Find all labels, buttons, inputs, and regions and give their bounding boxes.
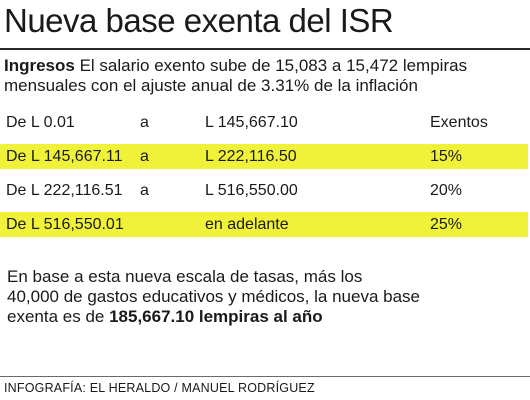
summary-total: 185,667.10 lempiras al año <box>109 307 323 326</box>
bracket-to: en adelante <box>205 216 289 233</box>
summary-line-3-prefix: exenta es de <box>7 307 110 326</box>
bracket-to: L 222,116.50 <box>205 148 297 165</box>
credit-divider <box>0 376 530 377</box>
summary-line-3: exenta es de 185,667.10 lempiras al año <box>7 307 507 327</box>
bracket-from: De L 222,116.51 <box>6 182 123 199</box>
bracket-to: L 516,550.00 <box>205 182 298 199</box>
table-row: De L 516,550.01 en adelante 25% <box>0 212 528 237</box>
title-divider <box>0 48 530 50</box>
table-row: De L 222,116.51 a L 516,550.00 20% <box>0 178 528 203</box>
bracket-from: De L 145,667.11 <box>6 148 123 165</box>
bracket-to: L 145,667.10 <box>205 114 298 131</box>
intro-lead: Ingresos <box>4 56 75 75</box>
summary-line-1: En base a esta nueva escala de tasas, má… <box>7 267 363 286</box>
intro-text: El salario exento sube de 15,083 a 15,47… <box>4 56 468 95</box>
bracket-rate: 15% <box>430 148 463 165</box>
page-title: Nueva base exenta del ISR <box>4 2 394 39</box>
intro-paragraph: Ingresos El salario exento sube de 15,08… <box>4 56 526 96</box>
bracket-from: De L 516,550.01 <box>6 216 124 233</box>
credit-line: INFOGRAFÍA: EL HERALDO / MANUEL RODRÍGUE… <box>4 381 315 395</box>
bracket-rate: 25% <box>430 216 463 233</box>
bracket-connector: a <box>140 182 149 199</box>
bracket-connector: a <box>140 148 149 165</box>
bracket-from: De L 0.01 <box>6 114 75 131</box>
bracket-rate: 20% <box>430 182 463 199</box>
table-row: De L 0.01 a L 145,667.10 Exentos <box>0 110 528 135</box>
bracket-rate: Exentos <box>430 114 488 131</box>
table-row: De L 145,667.11 a L 222,116.50 15% <box>0 144 528 169</box>
tax-brackets-table: De L 0.01 a L 145,667.10 Exentos De L 14… <box>0 110 528 246</box>
bracket-connector: a <box>140 114 149 131</box>
summary-paragraph: En base a esta nueva escala de tasas, má… <box>7 267 507 327</box>
summary-line-2: 40,000 de gastos educativos y médicos, l… <box>7 287 420 306</box>
